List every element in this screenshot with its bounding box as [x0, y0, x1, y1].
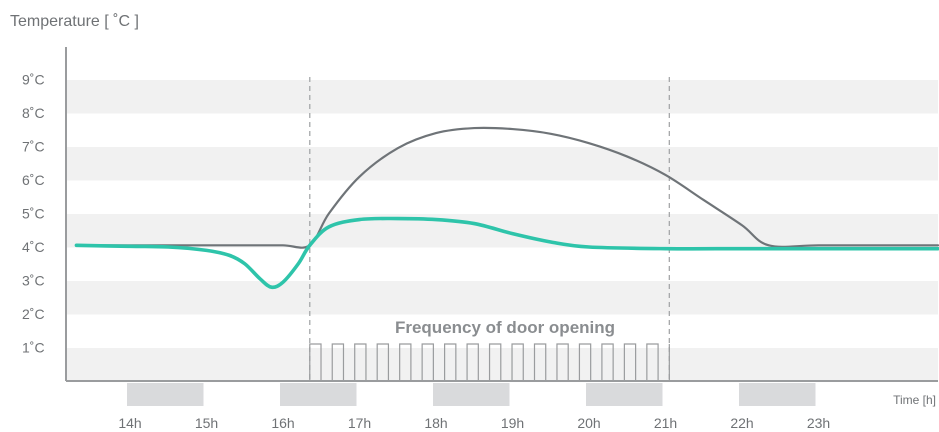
- x-tick-label: 15h: [195, 415, 218, 431]
- y-tick-label: 3˚C: [22, 273, 45, 289]
- x-tick-label: 19h: [501, 415, 524, 431]
- grid-band: [66, 348, 938, 382]
- time-marker-block: [586, 383, 663, 406]
- y-tick-label: 1˚C: [22, 340, 45, 356]
- y-tick-label: 8˚C: [22, 105, 45, 121]
- x-axis-label: Time [h]: [893, 393, 936, 407]
- y-tick-label: 7˚C: [22, 139, 45, 155]
- time-marker-block: [739, 383, 816, 406]
- door-opening-annotation: Frequency of door opening: [395, 318, 615, 337]
- door-opening-window: [309, 77, 670, 381]
- x-tick-label: 17h: [348, 415, 371, 431]
- chart-axes: [65, 47, 938, 382]
- y-tick-label: 2˚C: [22, 306, 45, 322]
- horizontal-bands: [66, 80, 938, 382]
- x-tick-label: 16h: [271, 415, 294, 431]
- y-tick-label: 9˚C: [22, 72, 45, 88]
- grid-band: [66, 281, 938, 315]
- y-tick-label: 6˚C: [22, 172, 45, 188]
- chart-series: [74, 126, 939, 290]
- y-tick-labels: 1˚C 2˚C 3˚C 4˚C 5˚C 6˚C 7˚C 8˚C 9˚C: [22, 72, 45, 356]
- x-tick-label: 23h: [807, 415, 830, 431]
- x-tick-label: 20h: [577, 415, 600, 431]
- series-line-teal: [74, 216, 939, 290]
- x-tick-label: 18h: [424, 415, 447, 431]
- x-tick-label: 22h: [730, 415, 753, 431]
- x-tick-label: 21h: [654, 415, 677, 431]
- series-line-gray: [75, 126, 939, 249]
- y-tick-label: 4˚C: [22, 239, 45, 255]
- x-tick-labels: 14h 15h 16h 17h 18h 19h 20h 21h 22h 23h: [118, 415, 830, 431]
- time-marker-block: [280, 383, 357, 406]
- y-axis-label: Temperature [ ˚C ]: [10, 13, 139, 30]
- time-marker-block: [127, 383, 204, 406]
- time-marker-block: [433, 383, 510, 406]
- time-marker-blocks: [127, 383, 816, 406]
- grid-band: [66, 147, 938, 181]
- x-tick-label: 14h: [118, 415, 141, 431]
- door-opening-pulses: [309, 343, 670, 382]
- y-tick-label: 5˚C: [22, 206, 45, 222]
- door-opening-pulse-line: [309, 343, 670, 382]
- grid-band: [66, 80, 938, 114]
